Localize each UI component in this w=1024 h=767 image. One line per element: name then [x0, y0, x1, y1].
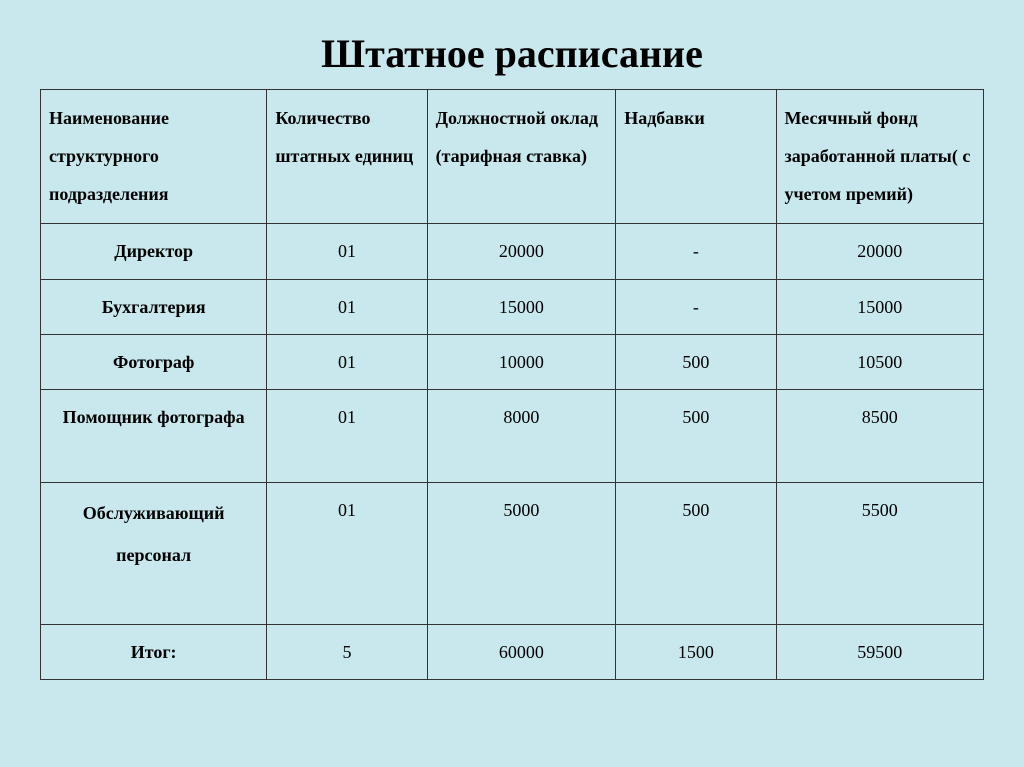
header-salary: Должностной оклад (тарифная ставка): [427, 90, 616, 224]
cell-count: 01: [267, 389, 427, 482]
staffing-table: Наименование структурного подразделения …: [40, 89, 984, 680]
table-row: Директор 01 20000 - 20000: [41, 224, 984, 279]
cell-position: Итог:: [41, 624, 267, 679]
cell-bonus: 500: [616, 483, 776, 625]
cell-bonus: -: [616, 224, 776, 279]
page-title: Штатное расписание: [40, 30, 984, 77]
cell-count: 01: [267, 483, 427, 625]
cell-salary: 20000: [427, 224, 616, 279]
cell-position: Бухгалтерия: [41, 279, 267, 334]
cell-bonus: 500: [616, 389, 776, 482]
table-header-row: Наименование структурного подразделения …: [41, 90, 984, 224]
cell-salary: 60000: [427, 624, 616, 679]
cell-total: 5500: [776, 483, 984, 625]
table-row: Бухгалтерия 01 15000 - 15000: [41, 279, 984, 334]
cell-count: 01: [267, 334, 427, 389]
cell-bonus: -: [616, 279, 776, 334]
header-bonus: Надбавки: [616, 90, 776, 224]
cell-salary: 10000: [427, 334, 616, 389]
table-row: Помощник фотографа 01 8000 500 8500: [41, 389, 984, 482]
cell-count: 5: [267, 624, 427, 679]
header-position: Наименование структурного подразделения: [41, 90, 267, 224]
table-row-total: Итог: 5 60000 1500 59500: [41, 624, 984, 679]
cell-total: 15000: [776, 279, 984, 334]
cell-salary: 5000: [427, 483, 616, 625]
table-row: Фотограф 01 10000 500 10500: [41, 334, 984, 389]
cell-position: Директор: [41, 224, 267, 279]
cell-position: Фотограф: [41, 334, 267, 389]
cell-total: 20000: [776, 224, 984, 279]
cell-salary: 15000: [427, 279, 616, 334]
cell-position: Обслуживающий персонал: [41, 483, 267, 625]
cell-salary: 8000: [427, 389, 616, 482]
cell-bonus: 1500: [616, 624, 776, 679]
header-count: Количество штатных единиц: [267, 90, 427, 224]
cell-total: 8500: [776, 389, 984, 482]
cell-total: 10500: [776, 334, 984, 389]
cell-count: 01: [267, 224, 427, 279]
cell-total: 59500: [776, 624, 984, 679]
cell-position: Помощник фотографа: [41, 389, 267, 482]
header-total: Месячный фонд заработанной платы( с учет…: [776, 90, 984, 224]
cell-count: 01: [267, 279, 427, 334]
cell-bonus: 500: [616, 334, 776, 389]
table-row: Обслуживающий персонал 01 5000 500 5500: [41, 483, 984, 625]
